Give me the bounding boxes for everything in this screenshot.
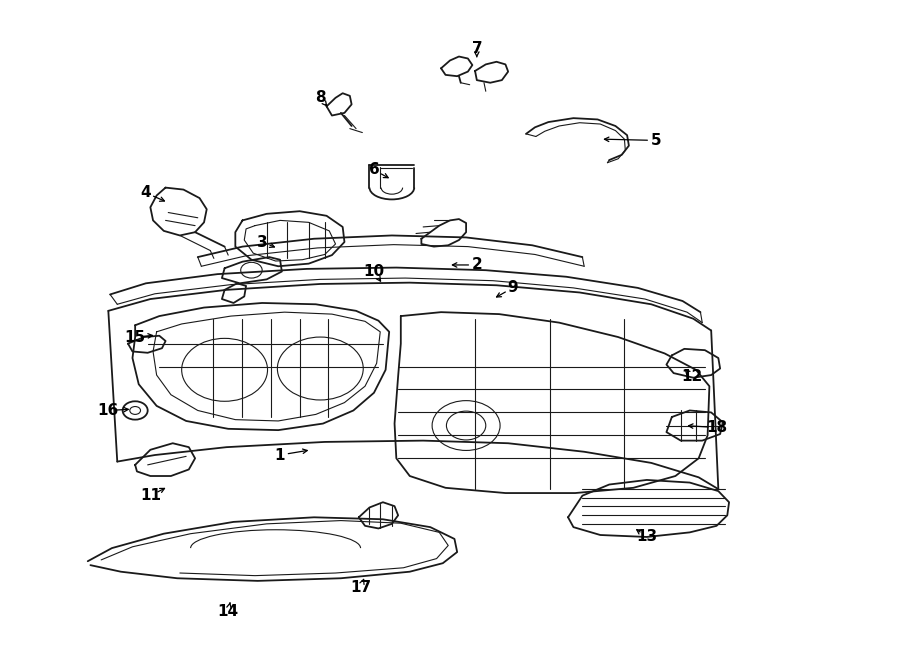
Text: 1: 1 (274, 447, 285, 463)
Text: 18: 18 (706, 420, 727, 435)
Text: 2: 2 (472, 257, 482, 272)
Text: 6: 6 (369, 163, 379, 177)
Text: 4: 4 (140, 185, 151, 200)
Text: 11: 11 (140, 488, 161, 503)
Text: 12: 12 (681, 369, 702, 384)
Text: 13: 13 (636, 529, 657, 545)
Text: 9: 9 (508, 280, 518, 295)
Text: 15: 15 (124, 330, 146, 344)
Text: 14: 14 (218, 603, 238, 619)
Text: 5: 5 (651, 133, 661, 148)
Text: 7: 7 (472, 41, 482, 56)
Text: 17: 17 (350, 580, 371, 595)
Text: 16: 16 (98, 403, 119, 418)
Text: 3: 3 (256, 235, 267, 249)
Text: 10: 10 (364, 264, 384, 279)
Text: 8: 8 (315, 91, 326, 105)
